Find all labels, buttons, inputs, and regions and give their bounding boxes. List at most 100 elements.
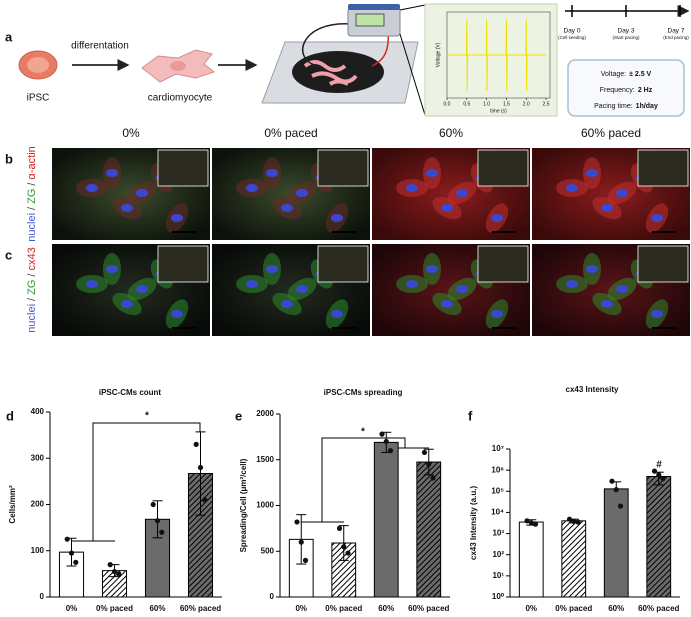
x-tick-label: 0%	[295, 604, 307, 613]
bar	[518, 521, 544, 598]
timeline-day: Day 3	[618, 28, 635, 35]
setting-name: Pacing time:	[594, 103, 633, 110]
nucleus	[86, 280, 98, 288]
data-point	[64, 536, 70, 542]
inset	[157, 149, 209, 187]
data-point	[421, 449, 428, 456]
y-tick-label: 1000	[256, 501, 274, 510]
x-tick-label: 0% paced	[555, 604, 592, 613]
data-point	[73, 559, 79, 565]
data-point	[298, 539, 304, 545]
nucleus	[651, 214, 663, 222]
nucleus	[491, 214, 503, 222]
stain-label: nuclei / ZG / cx43	[26, 247, 38, 332]
x-tick-label: 0% paced	[96, 604, 133, 613]
nucleus	[246, 184, 258, 192]
bar	[373, 441, 399, 598]
nucleus	[601, 204, 613, 212]
setting-value: 2 Hz	[638, 87, 653, 94]
waveform	[447, 19, 547, 91]
nucleus	[426, 169, 438, 177]
data-point	[379, 431, 385, 437]
nucleus	[426, 265, 438, 273]
data-point	[656, 472, 662, 478]
bar	[603, 488, 629, 598]
data-point	[107, 562, 113, 568]
y-axis-label: cx43 Intensity (a.u.)	[469, 486, 478, 561]
nucleus	[281, 300, 293, 308]
x-tick-label: 0.5	[463, 101, 470, 107]
nucleus	[616, 189, 628, 197]
y-tick-label: 10⁰	[492, 592, 505, 601]
annotation: #	[656, 460, 662, 471]
panel-label: f	[468, 408, 473, 423]
timeline-day: Day 0	[564, 28, 581, 35]
stain-part: nuclei	[26, 213, 38, 242]
data-point	[575, 519, 581, 525]
inset	[157, 245, 209, 283]
nucleus	[406, 280, 418, 288]
data-point	[532, 521, 539, 527]
data-point	[193, 441, 199, 447]
nucleus	[651, 310, 663, 318]
data-point	[197, 464, 204, 471]
stimulator-top	[348, 4, 400, 10]
nucleus	[121, 204, 133, 212]
setting: Pacing time: 1h/day	[594, 103, 658, 110]
stain-part: nuclei	[26, 304, 38, 333]
x-tick-label: 1.5	[503, 101, 510, 107]
inset	[477, 245, 529, 283]
y-tick-label: 10⁵	[491, 486, 504, 495]
y-tick-label: 10³	[492, 529, 504, 538]
y-axis-label: Voltage (V)	[435, 42, 441, 67]
wire	[302, 23, 353, 67]
panel-label: e	[235, 408, 242, 423]
timeline-note: (End pacing)	[663, 35, 689, 40]
data-point	[609, 478, 615, 484]
connector	[399, 33, 426, 116]
ipsc-nucleus	[27, 57, 49, 73]
column-label: 60% paced	[581, 126, 641, 140]
data-point	[154, 518, 161, 524]
cm-nucleus	[170, 61, 186, 71]
y-tick-label: 0	[270, 592, 275, 601]
setting-value: 1h/day	[636, 103, 658, 110]
y-tick-label: 100	[31, 546, 45, 555]
inset	[317, 245, 369, 283]
y-tick-label: 10⁶	[491, 465, 504, 474]
nucleus	[171, 310, 183, 318]
stain-part: α-actin	[26, 146, 38, 179]
timeline-day: Day 7	[668, 28, 685, 35]
data-point	[651, 468, 658, 474]
nucleus	[441, 204, 453, 212]
y-tick-label: 10⁴	[491, 508, 504, 517]
y-axis-label: Cells/mm²	[8, 485, 17, 524]
data-point	[426, 461, 432, 467]
connector	[399, 4, 426, 11]
x-tick-label: 1.0	[483, 101, 490, 107]
nucleus	[136, 285, 148, 293]
stain-part: /	[26, 182, 38, 186]
inset	[637, 149, 689, 187]
data-point	[68, 550, 75, 556]
nucleus	[296, 189, 308, 197]
nucleus	[566, 280, 578, 288]
data-point	[336, 525, 343, 531]
data-point	[524, 518, 530, 524]
stain-part: /	[26, 297, 38, 301]
nucleus	[491, 310, 503, 318]
data-point	[571, 518, 577, 524]
panel-label: b	[5, 151, 13, 166]
setting-name: Voltage:	[601, 71, 626, 78]
y-tick-label: 2000	[256, 409, 274, 418]
settings-box	[567, 59, 685, 117]
panel-label: a	[5, 29, 13, 44]
waveform-inset	[424, 3, 558, 117]
x-tick-label: 0.0	[444, 101, 451, 107]
column-label: 0% paced	[264, 126, 317, 140]
data-point	[302, 557, 309, 564]
setting-value: ± 2.5 V	[629, 71, 651, 78]
well	[292, 51, 384, 93]
cell-label: iPSC	[27, 93, 50, 104]
